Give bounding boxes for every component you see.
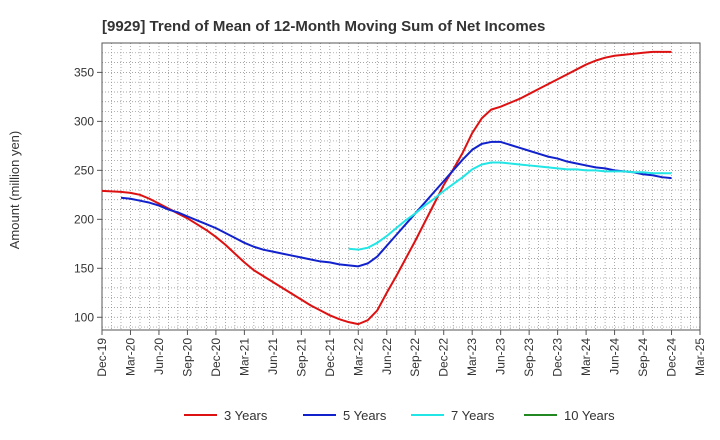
- y-axis-ticks: 100 150 200 250 300 350: [74, 65, 102, 324]
- grid-layer: [102, 43, 700, 330]
- x-tick-label: Sep-20: [180, 338, 194, 377]
- plot-frame: [101, 42, 701, 331]
- x-tick-label: Jun-20: [152, 338, 166, 375]
- x-tick-label: Mar-23: [465, 338, 479, 376]
- x-tick-label: Sep-24: [636, 338, 650, 377]
- y-tick-label: 200: [74, 212, 94, 226]
- x-tick-label: Sep-21: [294, 338, 308, 377]
- series-line-3-years: [101, 50, 672, 326]
- x-tick-label: Sep-23: [522, 338, 536, 377]
- x-tick-label: Mar-25: [693, 338, 707, 376]
- legend-label: 10 Years: [564, 408, 615, 423]
- x-tick-label: Dec-20: [209, 338, 223, 377]
- x-tick-label: Dec-22: [437, 338, 451, 377]
- y-tick-label: 250: [74, 163, 94, 177]
- legend-label: 5 Years: [343, 408, 387, 423]
- x-tick-label: Dec-21: [323, 338, 337, 377]
- series-line-7-years: [348, 161, 672, 251]
- x-tick-label: Sep-22: [408, 338, 422, 377]
- x-tick-label: Jun-22: [380, 338, 394, 375]
- chart-title: [9929] Trend of Mean of 12-Month Moving …: [102, 18, 545, 35]
- x-tick-label: Jun-23: [494, 338, 508, 375]
- y-tick-label: 350: [74, 65, 94, 79]
- x-tick-label: Mar-24: [579, 338, 593, 376]
- series-layer: [101, 50, 672, 326]
- x-tick-label: Jun-24: [608, 338, 622, 375]
- x-tick-label: Mar-20: [123, 338, 137, 376]
- x-tick-label: Dec-19: [95, 338, 109, 377]
- legend: 3 Years 5 Years 7 Years 10 Years: [184, 408, 615, 423]
- legend-label: 3 Years: [224, 408, 268, 423]
- x-tick-label: Jun-21: [266, 338, 280, 375]
- series-line-5-years: [120, 140, 672, 268]
- x-tick-label: Dec-23: [551, 338, 565, 377]
- y-tick-label: 100: [74, 310, 94, 324]
- y-tick-label: 150: [74, 261, 94, 275]
- x-tick-label: Dec-24: [665, 338, 679, 377]
- x-tick-label: Mar-21: [237, 338, 251, 376]
- y-tick-label: 300: [74, 114, 94, 128]
- legend-label: 7 Years: [451, 408, 495, 423]
- x-axis-ticks: Dec-19 Mar-20 Jun-20 Sep-20 Dec-20 Mar-21 Jun-…: [95, 330, 707, 377]
- y-axis-label: Amount (million yen): [7, 131, 22, 250]
- x-tick-label: Mar-22: [351, 338, 365, 376]
